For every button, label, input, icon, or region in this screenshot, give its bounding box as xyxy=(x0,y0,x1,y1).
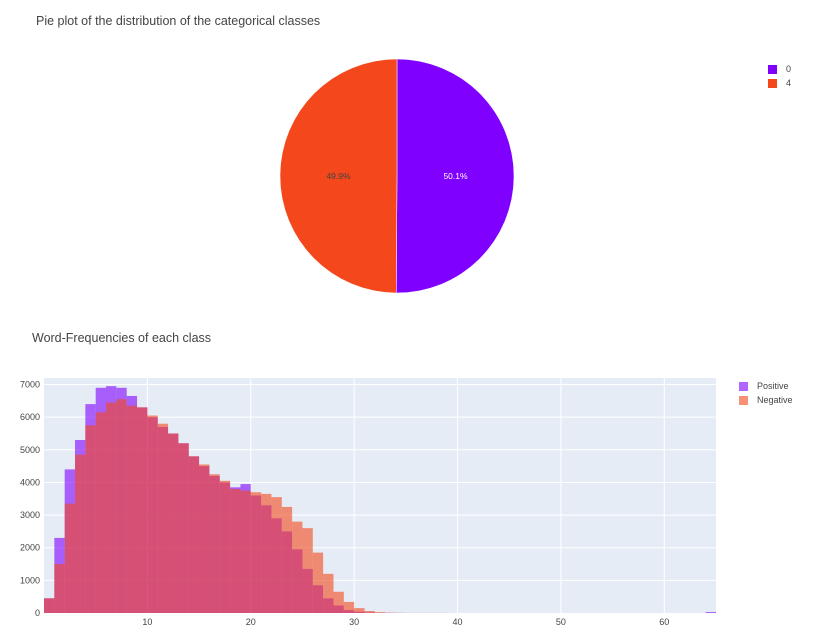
pie-slice-0 xyxy=(396,58,515,294)
pie-legend-item-0[interactable]: 0 xyxy=(768,62,791,76)
pie-slice-label-4: 49.9% xyxy=(326,171,351,181)
histogram-bar-positive xyxy=(705,612,716,613)
histogram-chart: 0 1000 2000 3000 4000 5000 6000 7000 10 20 30 40 50 6… xyxy=(20,378,716,627)
y-tick-label: 4000 xyxy=(20,477,40,487)
pie-slice-4 xyxy=(279,58,398,294)
pie-legend-label-0: 0 xyxy=(786,64,792,74)
histogram-bar-negative xyxy=(64,503,76,613)
hist-legend-label-positive: Positive xyxy=(757,381,789,391)
pie-legend-swatch-4 xyxy=(768,78,777,88)
histogram-bar-negative xyxy=(95,412,107,613)
y-tick-label: 6000 xyxy=(20,412,40,422)
hist-legend-swatch-negative xyxy=(739,395,748,405)
histogram-bar-negative xyxy=(354,608,365,613)
histogram-bar-negative xyxy=(116,399,127,613)
histogram-bar-negative xyxy=(302,528,313,613)
hist-legend-swatch-positive xyxy=(739,381,748,391)
histogram-bar-negative xyxy=(219,480,231,613)
y-tick-label: 1000 xyxy=(20,575,40,585)
histogram-bar-negative xyxy=(374,612,386,613)
histogram-bar-negative xyxy=(343,601,355,613)
y-tick-label: 0 xyxy=(35,608,40,618)
histogram-title: Word-Frequencies of each class xyxy=(32,331,212,345)
x-tick-label: 10 xyxy=(142,617,152,627)
x-tick-label: 50 xyxy=(556,617,566,627)
histogram-bar-negative xyxy=(178,443,189,613)
y-tick-label: 7000 xyxy=(20,380,40,390)
histogram-bar-negative xyxy=(281,506,293,613)
histogram-bar-negative xyxy=(364,611,375,613)
histogram-bar-negative xyxy=(261,493,272,613)
x-tick-label: 40 xyxy=(453,617,463,627)
histogram-bar-negative xyxy=(188,456,200,613)
pie-legend-item-4[interactable]: 4 xyxy=(768,76,791,90)
hist-legend-item-negative[interactable]: Negative xyxy=(739,393,793,407)
histogram-bar-negative xyxy=(126,405,138,613)
pie-chart-title: Pie plot of the distribution of the cate… xyxy=(36,14,321,28)
histogram-bar-negative xyxy=(240,490,251,613)
histogram-bar-negative xyxy=(312,552,324,613)
histogram-bar-negative xyxy=(85,425,96,613)
hist-legend-item-positive[interactable]: Positive xyxy=(739,379,793,393)
y-tick-label: 3000 xyxy=(20,510,40,520)
pie-chart: 50.1% 49.9% xyxy=(279,58,515,294)
x-tick-label: 60 xyxy=(659,617,669,627)
histogram-bar-negative xyxy=(333,591,344,613)
pie-legend-label-4: 4 xyxy=(786,78,792,88)
histogram-bar-negative xyxy=(271,497,282,613)
histogram-legend: Positive Negative xyxy=(739,379,793,407)
pie-legend-swatch-0 xyxy=(768,64,777,74)
histogram-bar-negative xyxy=(44,598,55,613)
histogram-bar-negative xyxy=(292,521,303,613)
histogram-bar-negative xyxy=(209,474,220,613)
histogram-bar-negative xyxy=(75,454,86,613)
x-tick-label: 30 xyxy=(349,617,359,627)
hist-legend-label-negative: Negative xyxy=(757,395,793,405)
y-tick-label: 5000 xyxy=(20,445,40,455)
histogram-bar-negative xyxy=(54,564,65,613)
histogram-bar-negative xyxy=(250,492,262,613)
histogram-bar-negative xyxy=(147,415,158,613)
histogram-bar-negative xyxy=(323,573,334,613)
histogram-bar-negative xyxy=(137,407,148,613)
x-tick-label: 20 xyxy=(246,617,256,627)
pie-slice-label-0: 50.1% xyxy=(443,171,468,181)
pie-legend: 0 4 xyxy=(768,62,791,90)
histogram-bar-negative xyxy=(199,464,210,613)
y-tick-label: 2000 xyxy=(20,543,40,553)
histogram-bar-negative xyxy=(168,433,179,613)
histogram-bar-negative xyxy=(157,423,169,613)
histogram-bar-negative xyxy=(106,402,117,613)
histogram-bar-negative xyxy=(230,488,241,613)
